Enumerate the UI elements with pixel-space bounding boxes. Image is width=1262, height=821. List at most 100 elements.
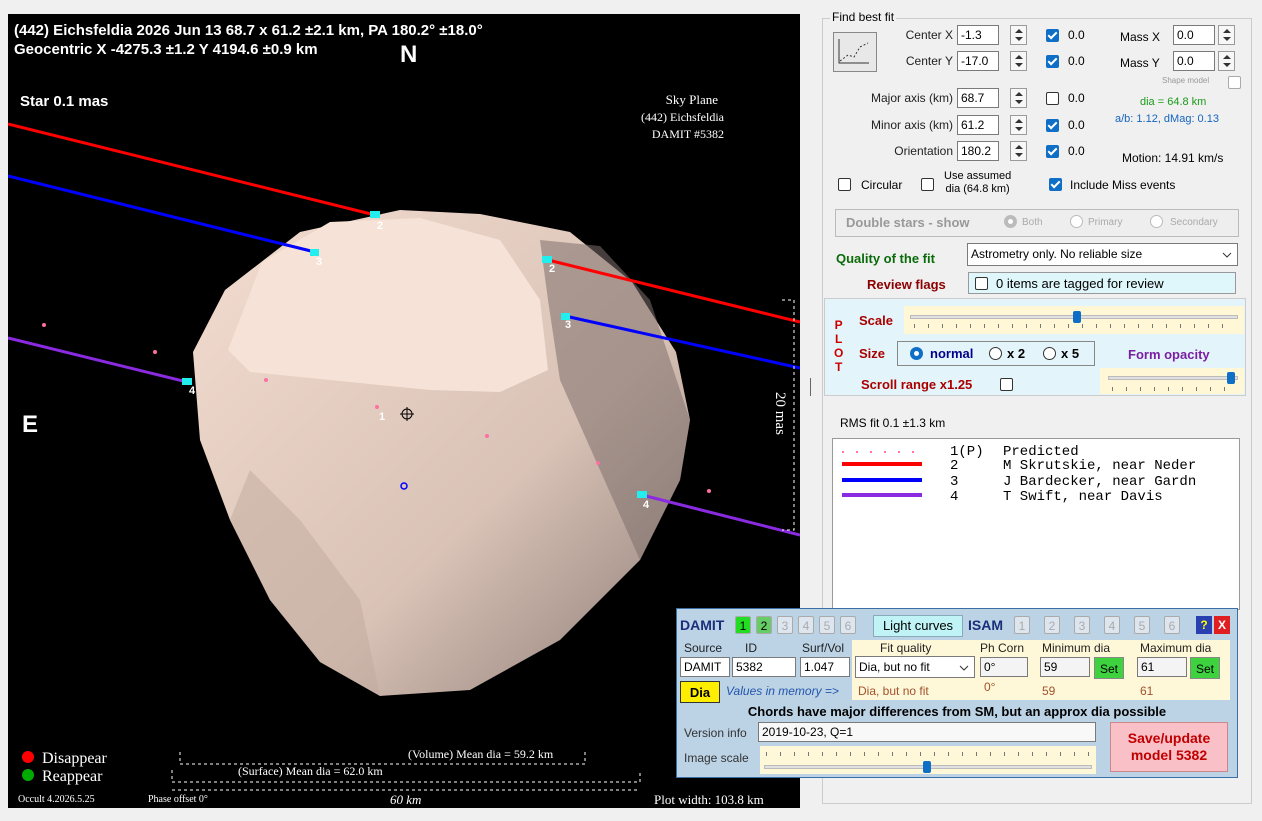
spinner[interactable] <box>1010 141 1027 161</box>
scroll-range-checkbox[interactable] <box>1000 378 1013 391</box>
model-button[interactable]: 3 <box>777 616 793 634</box>
slider-thumb[interactable] <box>1073 311 1081 323</box>
radio[interactable] <box>1150 215 1163 228</box>
observer-id: 2 <box>950 458 959 474</box>
fit-quality-dropdown[interactable]: Dia, but no fit <box>855 656 975 678</box>
spinner[interactable] <box>1218 25 1235 45</box>
assumed-checkbox[interactable] <box>921 178 934 191</box>
step-checkbox[interactable] <box>1046 92 1059 105</box>
side-letter: O <box>834 346 844 360</box>
isam-button[interactable]: 5 <box>1134 616 1150 634</box>
chord-line <box>8 174 316 254</box>
radio[interactable] <box>1043 347 1056 360</box>
isam-button[interactable]: 6 <box>1164 616 1180 634</box>
step-value: 0.0 <box>1068 144 1085 158</box>
quality-dropdown[interactable]: Astrometry only. No reliable size <box>967 243 1238 266</box>
max-dia-box: 61 <box>1137 657 1187 677</box>
field-input[interactable]: 180.2 <box>957 141 999 161</box>
spinner[interactable] <box>1010 25 1027 45</box>
column-header: Ph Corn <box>980 641 1025 655</box>
include-miss-label: Include Miss events <box>1070 178 1176 192</box>
review-checkbox[interactable] <box>975 277 988 290</box>
spinner[interactable] <box>1218 51 1235 71</box>
side-letter: P <box>834 318 843 332</box>
assumed-line: Use assumed <box>944 170 1012 182</box>
step-checkbox[interactable] <box>1046 119 1059 132</box>
memory-value: 59 <box>1042 684 1056 698</box>
shape-model-checkbox[interactable] <box>1228 76 1241 89</box>
spinner[interactable] <box>1010 51 1027 71</box>
memory-value: Dia, but no fit <box>858 684 929 698</box>
light-curves-button[interactable]: Light curves <box>873 615 963 637</box>
field-input[interactable]: 68.7 <box>957 88 999 108</box>
observer-name: M Skrutskie, near Neder <box>1003 458 1197 474</box>
include-miss-checkbox[interactable] <box>1049 178 1062 191</box>
ph-corr-box: 0° <box>980 657 1028 677</box>
spinner[interactable] <box>1010 88 1027 108</box>
step-checkbox[interactable] <box>1046 55 1059 68</box>
min-dia-box: 59 <box>1040 657 1090 677</box>
graphic <box>838 39 869 64</box>
fit-icon <box>838 39 869 64</box>
fit-button[interactable] <box>833 32 877 72</box>
isam-button[interactable]: 2 <box>1044 616 1060 634</box>
field-input[interactable]: -17.0 <box>957 51 999 71</box>
spinner[interactable] <box>1010 115 1027 135</box>
help-button[interactable]: ? <box>1196 616 1212 634</box>
isam-button[interactable]: 4 <box>1104 616 1120 634</box>
damit-message: Chords have major differences from SM, b… <box>747 704 1167 719</box>
field-label: Orientation <box>894 144 953 158</box>
dropdown-arrow <box>959 665 969 671</box>
assumed-label: Use assumed dia (64.8 km) <box>944 170 1011 196</box>
close-button[interactable]: X <box>1214 616 1230 634</box>
isam-button[interactable]: 1 <box>1014 616 1030 634</box>
radio[interactable] <box>1070 215 1083 228</box>
radio[interactable] <box>989 347 1002 360</box>
geocentric-text: Geocentric X -4275.3 ±1.2 Y 4194.6 ±0.9 … <box>14 41 318 58</box>
model-button[interactable]: 2 <box>756 616 772 634</box>
radio[interactable] <box>910 347 923 360</box>
slider-thumb[interactable] <box>923 761 931 773</box>
radio-label: normal <box>930 346 974 361</box>
graphic: Sky Plane (442) Eichsfeldia DAMIT #5382 <box>641 92 725 141</box>
ab-text: a/b: 1.12, dMag: 0.13 <box>1115 113 1219 125</box>
memory-value: 61 <box>1140 684 1154 698</box>
step-checkbox[interactable] <box>1046 29 1059 42</box>
sky-plane-label: Sky Plane <box>666 92 719 107</box>
opacity-slider[interactable] <box>1108 376 1238 380</box>
column-header: ID <box>745 641 757 655</box>
radio[interactable] <box>1004 215 1017 228</box>
mass-input[interactable]: 0.0 <box>1173 25 1215 45</box>
step-value: 0.0 <box>1068 91 1085 105</box>
graphic <box>264 378 268 382</box>
field-label: Major axis (km) <box>870 91 953 105</box>
dia-brackets <box>171 752 641 791</box>
set-max-button[interactable]: Set <box>1190 657 1220 679</box>
surface-dia: (Surface) Mean dia = 62.0 km <box>238 764 383 778</box>
column-header: Fit quality <box>880 641 932 655</box>
model-button[interactable]: 6 <box>840 616 856 634</box>
field-input[interactable]: 61.2 <box>957 115 999 135</box>
isam-button[interactable]: 3 <box>1074 616 1090 634</box>
field-input[interactable]: -1.3 <box>957 25 999 45</box>
motion-text: Motion: 14.91 km/s <box>1122 151 1224 165</box>
chord-labels: 2 3 2 3 4 4 1 <box>189 220 650 511</box>
field-label: Center Y <box>905 54 953 68</box>
save-line: model 5382 <box>1130 747 1208 763</box>
save-button[interactable]: Save/update model 5382 <box>1110 722 1228 772</box>
slider-thumb[interactable] <box>1227 372 1235 384</box>
model-button[interactable]: 1 <box>735 616 751 634</box>
set-min-button[interactable]: Set <box>1094 657 1124 679</box>
dia-text: dia = 64.8 km <box>1140 96 1207 108</box>
circular-checkbox[interactable] <box>838 178 851 191</box>
mass-input[interactable]: 0.0 <box>1173 51 1215 71</box>
model-button[interactable]: 5 <box>819 616 835 634</box>
graphic <box>485 434 489 438</box>
step-checkbox[interactable] <box>1046 145 1059 158</box>
column-header: Source <box>684 641 723 655</box>
memory-value: 0° <box>984 680 996 694</box>
graphic: (442) Eichsfeldia 2026 Jun 13 68.7 x 61.… <box>14 22 483 438</box>
model-button[interactable]: 4 <box>798 616 814 634</box>
predicted-points <box>42 323 711 493</box>
dia-button[interactable]: Dia <box>680 681 720 703</box>
